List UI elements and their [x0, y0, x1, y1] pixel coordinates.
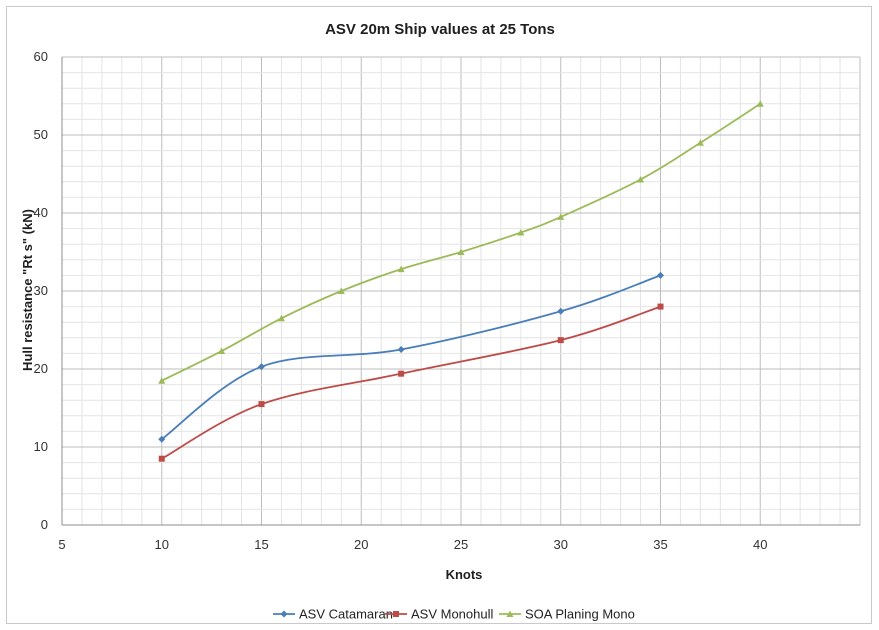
data-point: [397, 346, 405, 353]
chart-title: ASV 20m Ship values at 25 Tons: [325, 21, 555, 38]
legend: ASV Catamaran ASV Monohull SOA Planing Mon…: [273, 607, 635, 622]
x-tick-label: 40: [753, 537, 767, 552]
data-point: [657, 303, 664, 310]
x-tick-label: 30: [554, 537, 568, 552]
data-point: [637, 175, 645, 183]
data-point: [258, 363, 265, 371]
x-tick-label: 35: [653, 537, 667, 552]
axes: [61, 57, 860, 526]
y-tick-label: 40: [34, 205, 48, 220]
y-tick-label: 60: [34, 49, 48, 64]
series-asv-monohull: [158, 303, 664, 462]
data-point: [337, 287, 345, 294]
tick-labels: 5 10 15 20 25 30 35 40 0 10 20 30 40 50 60: [34, 49, 768, 552]
data-point: [457, 248, 465, 255]
y-axis-label: Hull resistance "Rt s" (kN): [20, 209, 35, 371]
data-point: [258, 401, 265, 408]
data-point: [756, 100, 764, 107]
legend-label: ASV Monohull: [411, 607, 493, 622]
data-point: [557, 307, 565, 315]
data-point: [398, 370, 405, 377]
data-point: [218, 347, 226, 355]
data-point: [557, 337, 564, 344]
legend-item: ASV Monohull: [385, 607, 493, 622]
data-point: [517, 229, 525, 236]
series-soa-planing-mono: [158, 100, 764, 384]
data-point: [277, 314, 285, 322]
x-tick-label: 20: [354, 537, 368, 552]
legend-marker: [393, 611, 399, 617]
x-tick-label: 25: [454, 537, 468, 552]
data-point: [158, 455, 165, 462]
y-tick-label: 50: [34, 127, 48, 142]
x-tick-label: 15: [254, 537, 268, 552]
data-point: [557, 213, 565, 220]
y-tick-label: 10: [34, 439, 48, 454]
legend-label: SOA Planing Mono: [525, 607, 635, 622]
x-tick-label: 5: [58, 537, 65, 552]
legend-item: SOA Planing Mono: [499, 607, 635, 622]
data-point: [397, 265, 405, 273]
y-tick-label: 0: [41, 517, 48, 532]
legend-item: ASV Catamaran: [273, 607, 393, 622]
y-tick-label: 20: [34, 361, 48, 376]
legend-marker: [506, 610, 514, 617]
chart-frame: [6, 6, 872, 624]
series-asv-catamaran: [158, 271, 664, 443]
series-line: [161, 305, 661, 460]
data-point: [657, 271, 664, 279]
data-point: [158, 377, 166, 384]
grid: [61, 56, 861, 526]
data-point: [696, 139, 704, 146]
legend-label: ASV Catamaran: [299, 607, 393, 622]
y-tick-label: 30: [34, 283, 48, 298]
series: [158, 100, 764, 462]
x-axis-label: Knots: [446, 567, 483, 582]
legend-marker: [280, 610, 288, 618]
x-tick-label: 10: [155, 537, 169, 552]
data-point: [158, 435, 166, 443]
